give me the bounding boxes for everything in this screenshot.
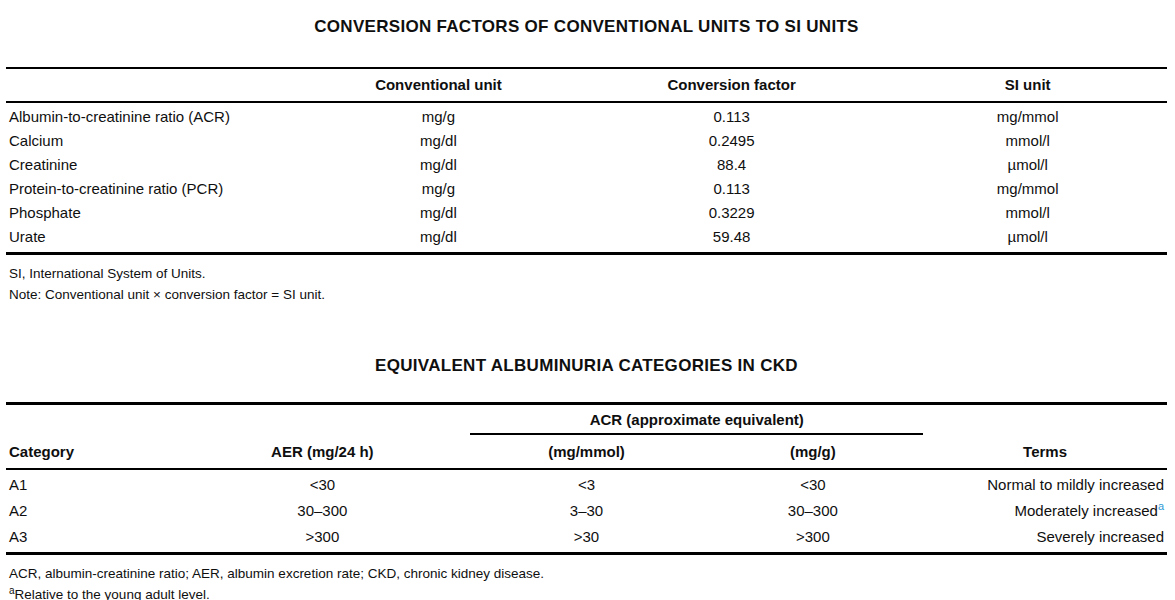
table1-footnote-note: Note: Conventional unit × conversion fac… (9, 284, 1167, 305)
footnote-text: ACR, albumin-creatinine ratio; AER, albu… (9, 566, 544, 581)
table2-footnotes: ACR, albumin-creatinine ratio; AER, albu… (6, 563, 1167, 600)
parameter-name: Protein-to-creatinine ratio (PCR) (6, 177, 302, 201)
parameter-name: Phosphate (6, 201, 302, 225)
table-row: Albumin-to-creatinine ratio (ACR) mg/g 0… (6, 102, 1167, 129)
table-row: Urate mg/dl 59.48 µmol/l (6, 225, 1167, 254)
conversion-factor-value: 0.2495 (575, 129, 888, 153)
conversion-factor-value: 0.113 (575, 177, 888, 201)
si-unit-value: µmol/l (888, 153, 1167, 177)
conversion-factors-table: Conventional unit Conversion factor SI u… (6, 67, 1167, 255)
page: CONVERSION FACTORS OF CONVENTIONAL UNITS… (0, 0, 1175, 600)
conventional-unit-value: mg/dl (302, 153, 575, 177)
table1-col-si-unit: SI unit (888, 68, 1167, 102)
table1-footnote-si: SI, International System of Units. (9, 263, 1167, 284)
terms-value: Severely increased (923, 524, 1167, 554)
category-value: A1 (6, 469, 174, 498)
terms-value: Moderately increaseda (923, 498, 1167, 524)
table2-footnote-abbrev: ACR, albumin-creatinine ratio; AER, albu… (9, 563, 1167, 584)
terms-text: Moderately increased (1014, 502, 1157, 519)
parameter-name: Creatinine (6, 153, 302, 177)
table1-col-conventional-unit: Conventional unit (302, 68, 575, 102)
conventional-unit-value: mg/dl (302, 201, 575, 225)
conventional-unit-value: mg/g (302, 177, 575, 201)
si-unit-value: mmol/l (888, 129, 1167, 153)
table-row: Phosphate mg/dl 0.3229 mmol/l (6, 201, 1167, 225)
table2-title: EQUIVALENT ALBUMINURIA CATEGORIES IN CKD (6, 355, 1167, 376)
table1-col-parameter (6, 68, 302, 102)
acr-mgmmol-value: >30 (470, 524, 702, 554)
albuminuria-categories-table: ACR (approximate equivalent) Category AE… (6, 402, 1167, 555)
acr-mgg-value: 30–300 (703, 498, 924, 524)
terms-superscript: a (1158, 500, 1164, 512)
terms-value: Normal to mildly increased (923, 469, 1167, 498)
aer-value: <30 (174, 469, 470, 498)
acr-mgg-value: >300 (703, 524, 924, 554)
table2-col-acr-mgg: (mg/g) (703, 434, 924, 469)
table1-header-row: Conventional unit Conversion factor SI u… (6, 68, 1167, 102)
table2-spanner-row: ACR (approximate equivalent) (6, 404, 1167, 435)
aer-value: 30–300 (174, 498, 470, 524)
parameter-name: Urate (6, 225, 302, 254)
terms-text: Severely increased (1036, 528, 1164, 545)
table-row: A2 30–300 3–30 30–300 Moderately increas… (6, 498, 1167, 524)
category-value: A2 (6, 498, 174, 524)
parameter-name: Albumin-to-creatinine ratio (ACR) (6, 102, 302, 129)
conventional-unit-value: mg/dl (302, 129, 575, 153)
acr-spanner-header: ACR (approximate equivalent) (470, 404, 923, 435)
table-row: Creatinine mg/dl 88.4 µmol/l (6, 153, 1167, 177)
spacer-cell (6, 404, 470, 435)
aer-value: >300 (174, 524, 470, 554)
parameter-name: Calcium (6, 129, 302, 153)
table-row: A1 <30 <3 <30 Normal to mildly increased (6, 469, 1167, 498)
table-row: Calcium mg/dl 0.2495 mmol/l (6, 129, 1167, 153)
conventional-unit-value: mg/g (302, 102, 575, 129)
acr-mgmmol-value: 3–30 (470, 498, 702, 524)
acr-mgmmol-value: <3 (470, 469, 702, 498)
conventional-unit-value: mg/dl (302, 225, 575, 254)
conversion-factor-value: 88.4 (575, 153, 888, 177)
category-value: A3 (6, 524, 174, 554)
table1-footnotes: SI, International System of Units. Note:… (6, 263, 1167, 305)
si-unit-value: µmol/l (888, 225, 1167, 254)
conversion-factors-section: CONVERSION FACTORS OF CONVENTIONAL UNITS… (6, 16, 1167, 305)
conversion-factor-value: 59.48 (575, 225, 888, 254)
table-row: Protein-to-creatinine ratio (PCR) mg/g 0… (6, 177, 1167, 201)
footnote-text: Relative to the young adult level. (15, 587, 210, 600)
table2-col-terms: Terms (923, 434, 1167, 469)
spacer-cell (923, 404, 1167, 435)
terms-text: Normal to mildly increased (987, 476, 1164, 493)
si-unit-value: mg/mmol (888, 177, 1167, 201)
table-row: A3 >300 >30 >300 Severely increased (6, 524, 1167, 554)
acr-mgg-value: <30 (703, 469, 924, 498)
conversion-factor-value: 0.113 (575, 102, 888, 129)
si-unit-value: mg/mmol (888, 102, 1167, 129)
table1-col-conversion-factor: Conversion factor (575, 68, 888, 102)
table2-header-row: Category AER (mg/24 h) (mg/mmol) (mg/g) … (6, 434, 1167, 469)
table2-col-category: Category (6, 434, 174, 469)
table2-col-acr-mgmmol: (mg/mmol) (470, 434, 702, 469)
table2-footnote-relative: aRelative to the young adult level. (9, 584, 1167, 600)
table1-title: CONVERSION FACTORS OF CONVENTIONAL UNITS… (6, 16, 1167, 37)
albuminuria-categories-section: EQUIVALENT ALBUMINURIA CATEGORIES IN CKD… (6, 355, 1167, 600)
si-unit-value: mmol/l (888, 201, 1167, 225)
table2-col-aer: AER (mg/24 h) (174, 434, 470, 469)
conversion-factor-value: 0.3229 (575, 201, 888, 225)
